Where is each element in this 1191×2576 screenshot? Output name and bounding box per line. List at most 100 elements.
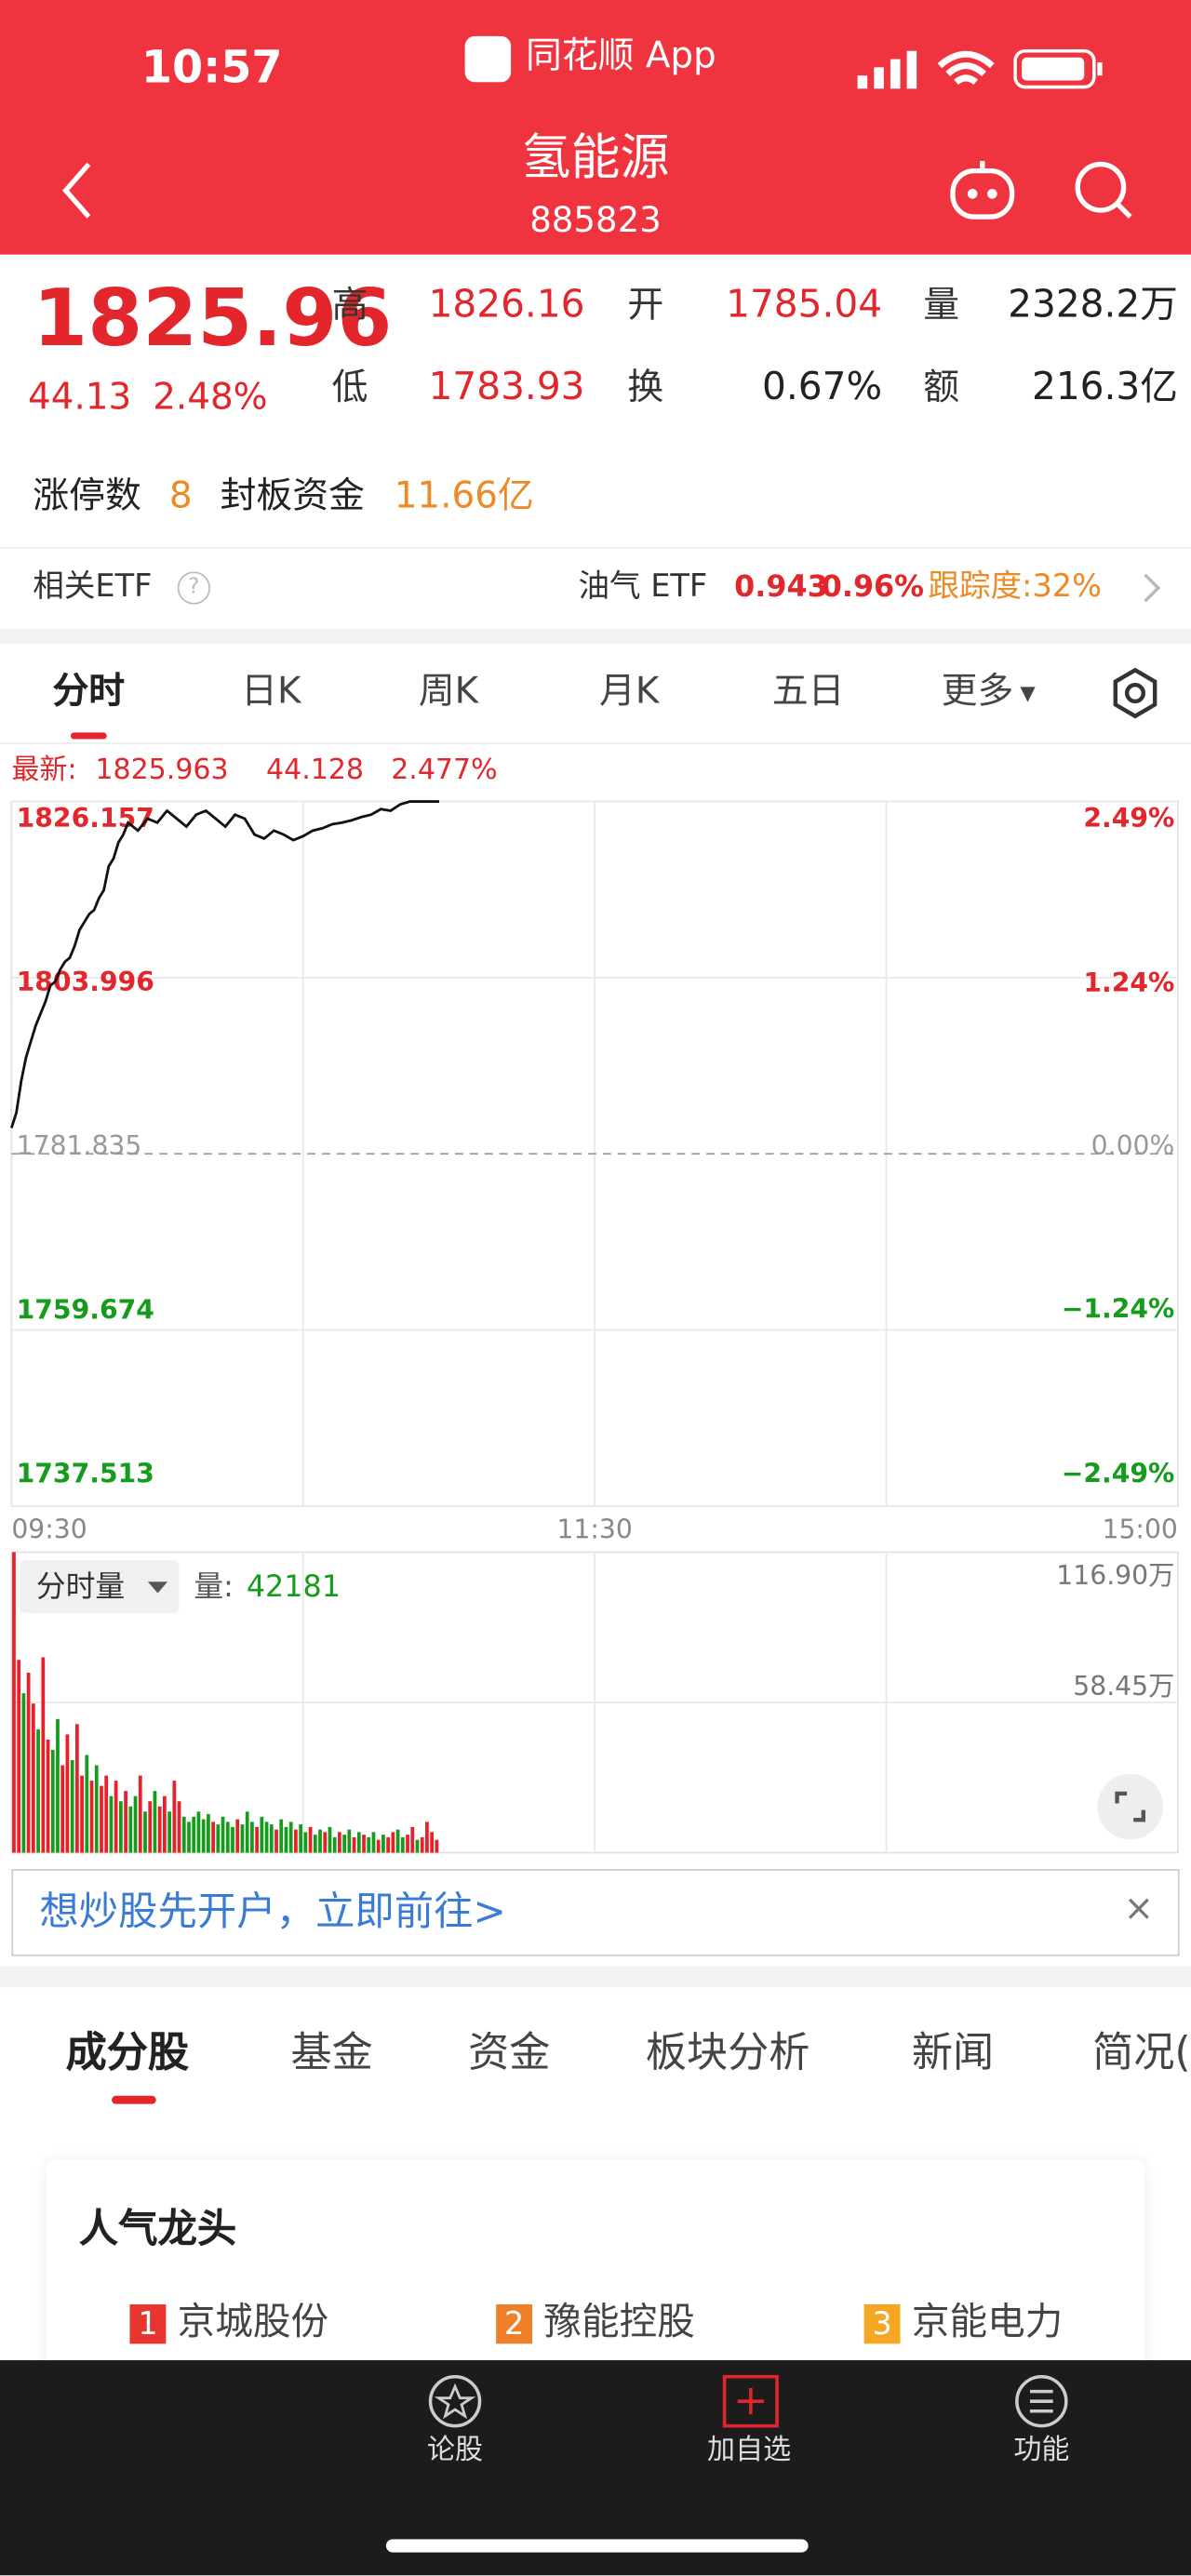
volume-tick-label: 58.45万 — [1073, 1671, 1174, 1702]
volume-bar — [391, 1832, 395, 1853]
volume-tick-label: 116.90万 — [1056, 1560, 1174, 1591]
help-icon[interactable]: ? — [177, 571, 210, 605]
volume-bar — [50, 1749, 55, 1853]
leader-name[interactable]: 豫能控股 — [543, 2301, 695, 2344]
volume-bar — [225, 1822, 230, 1853]
dropdown-arrow — [147, 1582, 168, 1594]
latest-label: 最新: — [11, 754, 77, 787]
back-button[interactable] — [49, 157, 115, 223]
nav-label[interactable]: 加自选 — [707, 2434, 792, 2467]
expand-button[interactable] — [1097, 1773, 1163, 1840]
chart-tab[interactable]: 日K — [241, 672, 301, 714]
volume-bar — [410, 1826, 415, 1853]
robot-button[interactable] — [948, 157, 1017, 223]
volume-bar — [288, 1822, 293, 1853]
volume-bar — [65, 1734, 70, 1853]
volume-bar — [435, 1839, 439, 1853]
x-tick-label: 15:00 — [1103, 1514, 1178, 1544]
separator — [0, 629, 1191, 645]
last-price: 1825.96 — [33, 273, 393, 365]
section-tab[interactable]: 板块分析 — [645, 2028, 810, 2076]
stat-label: 高 — [331, 286, 368, 327]
leader-name[interactable]: 京城股份 — [177, 2301, 329, 2344]
section-tab[interactable]: 成分股 — [65, 2028, 190, 2076]
volume-bar — [80, 1775, 84, 1853]
stat-label: 开 — [627, 286, 664, 327]
volume-bar — [395, 1829, 400, 1853]
nav-icon[interactable] — [721, 2373, 781, 2429]
stat-value: 0.67% — [762, 366, 883, 409]
volume-bar — [284, 1826, 288, 1853]
stat-label: 量 — [923, 286, 960, 327]
rank-badge: 3 — [863, 2304, 901, 2344]
volume-menu-label: 分时量 — [35, 1569, 126, 1605]
nav-icon[interactable] — [425, 2373, 485, 2429]
stat-value: 216.3亿 — [1031, 366, 1178, 409]
volume-bar — [420, 1836, 424, 1853]
volume-bar — [143, 1811, 147, 1853]
volume-bar — [153, 1791, 157, 1853]
volume-bar — [124, 1791, 127, 1853]
volume-bar — [303, 1832, 308, 1853]
stat-label: 额 — [923, 367, 960, 409]
separator — [0, 1966, 1191, 1988]
y2-tick-label: 0.00% — [1091, 1130, 1175, 1161]
settings-button[interactable] — [1109, 667, 1161, 719]
app-icon — [464, 35, 512, 83]
volume-bar — [323, 1832, 328, 1853]
etf-name: 油气 ETF — [578, 567, 708, 605]
stat-value: 1785.04 — [726, 284, 883, 327]
volume-bar — [328, 1826, 332, 1853]
x-tick-label: 11:30 — [556, 1514, 632, 1544]
limit-count: 8 — [168, 475, 193, 518]
nav-label[interactable]: 论股 — [427, 2434, 484, 2467]
volume-bar — [70, 1760, 74, 1853]
section-tab[interactable]: 基金 — [290, 2028, 373, 2076]
volume-bar — [381, 1835, 385, 1853]
promo-banner[interactable] — [11, 1869, 1180, 1956]
section-tab[interactable]: 简况( — [1092, 2028, 1191, 2076]
etf-arrow[interactable] — [1140, 571, 1163, 604]
nav-icon[interactable] — [1012, 2373, 1072, 2429]
section-tab[interactable]: 新闻 — [911, 2028, 995, 2076]
volume-bar — [255, 1826, 259, 1853]
stat-value: 2328.2万 — [1008, 284, 1178, 327]
rank-badge: 1 — [129, 2304, 167, 2344]
y2-tick-label: 2.49% — [1083, 803, 1174, 834]
volume-bar — [240, 1824, 245, 1853]
volume-bar — [17, 1660, 21, 1853]
section-tab[interactable]: 资金 — [468, 2028, 551, 2076]
volume-bar — [221, 1816, 225, 1853]
promo-close[interactable]: × — [1123, 1889, 1155, 1930]
volume-bar — [56, 1718, 60, 1853]
volume-bar — [318, 1829, 322, 1853]
chart-tab[interactable]: 周K — [418, 672, 479, 714]
leader-name[interactable]: 京能电力 — [911, 2301, 1064, 2344]
volume-bar — [187, 1822, 191, 1853]
etf-label: 相关ETF — [33, 567, 153, 605]
volume-label: 量: — [194, 1569, 234, 1605]
latest-pct: 2.477% — [391, 754, 498, 787]
divider — [0, 742, 1191, 744]
volume-bar — [269, 1824, 274, 1853]
volume-bar — [362, 1835, 366, 1853]
chart-tab[interactable]: 五日 — [771, 672, 845, 714]
status-time: 10:57 — [141, 42, 283, 94]
chart-tab[interactable]: 分时 — [52, 672, 126, 714]
volume-bar — [415, 1839, 420, 1853]
status-icons — [857, 48, 1103, 89]
volume-bar — [264, 1822, 269, 1853]
chart-tab[interactable]: 更多 — [941, 672, 1014, 714]
volume-bar — [342, 1835, 347, 1853]
volume-bar — [41, 1657, 46, 1853]
volume-bar — [85, 1755, 89, 1853]
nav-label[interactable]: 功能 — [1013, 2434, 1070, 2467]
chart-tab[interactable]: 月K — [599, 672, 660, 714]
volume-bar — [371, 1832, 376, 1853]
volume-bar — [216, 1824, 221, 1853]
volume-bar — [250, 1822, 254, 1853]
volume-bar — [274, 1829, 278, 1853]
search-button[interactable] — [1071, 157, 1137, 223]
